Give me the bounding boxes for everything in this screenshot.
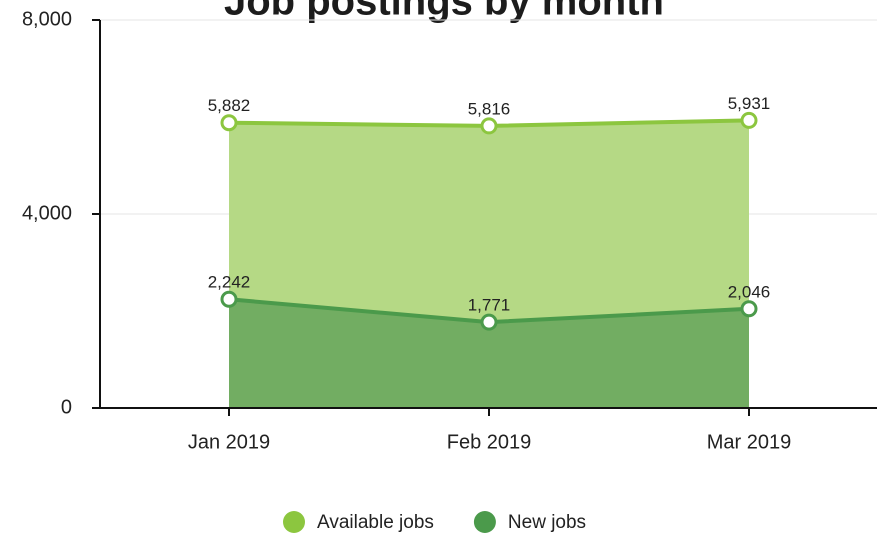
value-label: 5,882 [208,96,251,115]
point [740,300,758,318]
x-tick-label: Feb 2019 [447,431,532,453]
point [740,111,758,129]
value-label: 2,046 [728,282,771,301]
value-label: 5,816 [468,99,511,118]
x-tick-label: Jan 2019 [188,431,270,453]
legend-label: New jobs [508,512,586,533]
point [480,117,498,135]
legend-label: Available jobs [317,512,434,533]
y-tick-label: 4,000 [22,202,72,224]
value-label: 2,242 [208,273,251,292]
y-tick-label: 0 [61,396,72,418]
point [480,313,498,331]
area [229,299,749,408]
value-label: 5,931 [728,94,771,113]
point [220,114,238,132]
point [220,290,238,308]
legend-swatch [283,511,305,533]
chart-title: Job postings by month [224,0,664,24]
x-tick-label: Mar 2019 [707,431,792,453]
legend-swatch [473,511,496,533]
value-label: 1,771 [468,296,511,315]
y-tick-label: 8,000 [22,8,72,30]
